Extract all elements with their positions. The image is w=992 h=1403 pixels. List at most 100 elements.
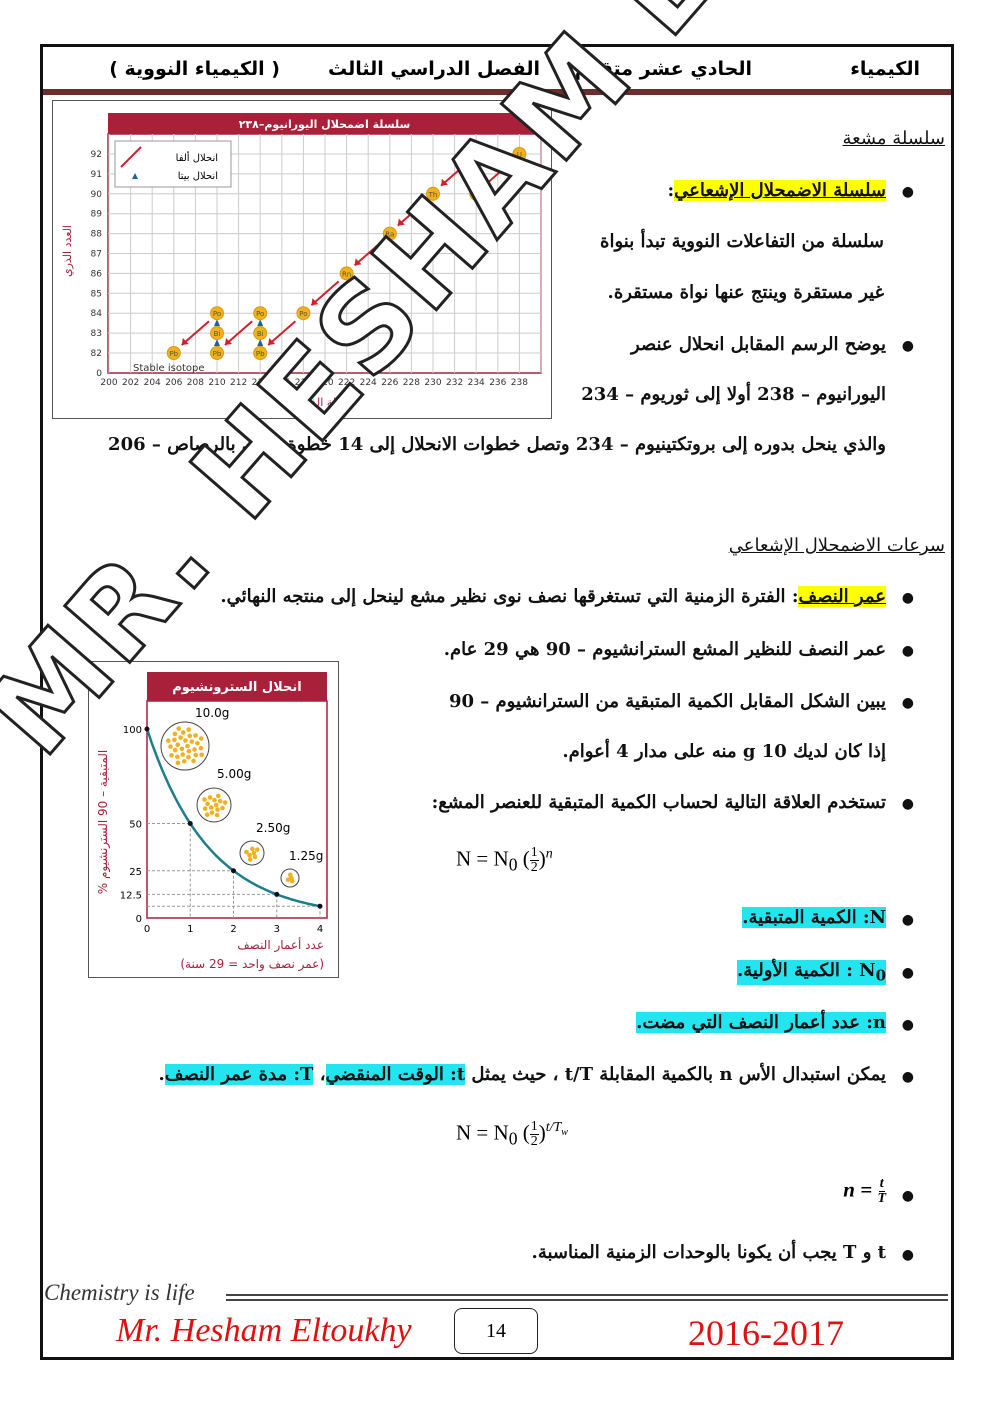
halflife-term: عمر النصف	[798, 586, 886, 607]
nucleus-dot	[172, 737, 177, 743]
x-tick-label: 208	[187, 378, 204, 388]
chart-title: انحلال السترونشيوم	[172, 680, 302, 695]
nucleus-dot	[250, 846, 255, 852]
x-axis-label: عدد أعمار النصف	[237, 937, 324, 953]
text-line: غير مستقرة وينتج عنها نواة مستقرة.	[607, 282, 884, 303]
y-tick-label: 82	[91, 349, 102, 359]
text-line: اليورانيوم – 238 أولا إلى ثوريوم – 234	[581, 384, 886, 405]
data-point	[144, 726, 150, 732]
nucleus-dot	[193, 733, 198, 738]
y-tick-label: 25	[129, 867, 142, 878]
nucleus-label: Pa	[472, 171, 480, 179]
data-point	[187, 821, 193, 826]
x-tick-label: 204	[144, 378, 161, 388]
nucleus-dot	[202, 797, 207, 802]
text-line: يبين الشكل المقابل الكمية المتبقية من ال…	[448, 691, 886, 712]
nucleus-dot	[254, 847, 260, 852]
nucleus-dot	[172, 731, 178, 737]
alpha-arrowhead	[354, 258, 362, 266]
x-tick-label: 206	[165, 378, 182, 388]
x-tick-label: 216	[273, 378, 290, 388]
beta-decay-triangle	[473, 159, 480, 167]
bullet: ●	[901, 338, 914, 354]
nucleus-po-214	[253, 306, 268, 321]
footer-line	[226, 1294, 948, 1296]
y-axis-label: العدد الذري	[61, 225, 74, 277]
nucleus-dot	[179, 746, 185, 752]
nucleus-dot	[180, 730, 186, 735]
x-tick-label: 226	[381, 378, 398, 388]
halflife-definition: عمر النصف: الفترة الزمنية التي تستغرقها …	[220, 586, 886, 607]
data-point	[274, 891, 280, 897]
y-tick-label: 90	[91, 190, 103, 200]
nucleus-u-234	[469, 147, 484, 161]
x-tick-label: 228	[403, 378, 420, 388]
term-colon: :	[667, 180, 675, 201]
data-point	[231, 868, 236, 874]
annotation-stable-isotope: Stable isotope	[133, 363, 205, 374]
text-line: عمر النصف للنظير المشع السترانشيوم – 90 …	[443, 639, 886, 660]
denominator: T	[877, 1191, 886, 1206]
nucleus-dot	[176, 726, 182, 731]
nucleus-label: Bi	[214, 330, 221, 338]
def-n: n: عدد أعمار النصف التي مضت.	[636, 1012, 886, 1033]
end: .	[158, 1064, 165, 1085]
nucleus-label: Pb	[256, 350, 265, 358]
x-tick-label: 236	[489, 378, 506, 388]
legend-box	[114, 140, 232, 188]
bullet: ●	[901, 590, 914, 606]
sample-mass-label: 5.00g	[217, 767, 251, 781]
nucleus-dot	[175, 754, 180, 760]
def-T: T: مدة عمر النصف	[164, 1064, 314, 1085]
nucleus-label: Po	[256, 310, 264, 318]
sep: ،	[313, 1064, 326, 1085]
x-tick-label: 234	[468, 378, 485, 388]
numerator: 1	[529, 845, 539, 861]
nucleus-label: Ra	[385, 231, 394, 239]
x-tick-label: 218	[295, 378, 312, 388]
nucleus-dot	[175, 760, 181, 766]
alpha-arrowhead	[268, 338, 276, 345]
sample-mass-label: 2.50g	[256, 821, 290, 835]
nucleus-dot	[168, 744, 173, 749]
formula-lhs: N = N	[456, 1120, 509, 1145]
nucleus-dot	[172, 747, 178, 753]
page-number: 14	[454, 1308, 538, 1354]
header-unit: ( الكيمياء النووية )	[109, 58, 280, 80]
alpha-arrowhead	[441, 178, 448, 186]
alpha-arrowhead	[311, 298, 319, 306]
exponent-sub: w	[561, 1127, 568, 1139]
nucleus-dot	[166, 738, 171, 743]
nucleus-dot	[189, 739, 195, 744]
x-tick-label: 212	[230, 378, 247, 388]
nucleus-dot	[187, 733, 193, 739]
nucleus-th-230	[426, 186, 440, 201]
nucleus-pa-234	[469, 166, 484, 181]
text-line: يوضح الرسم المقابل انحلال عنصر	[630, 334, 886, 355]
footer-year: 2016-2017	[688, 1313, 844, 1353]
decay-series-term: سلسلة الاضمحلال الإشعاعي:	[667, 180, 886, 201]
uranium-decay-chart: سلسلة اضمحلال اليورانيوم–٢٣٨ 200 202 204 206…	[52, 100, 552, 419]
nucleus-dot	[192, 747, 197, 752]
legend-alpha-arrow	[120, 146, 142, 168]
nucleus-dot	[191, 758, 196, 764]
formula-decay-n: N = N0 (1 2)n	[456, 845, 553, 875]
x-tick-label: 3	[274, 924, 280, 935]
alpha-arrowhead	[181, 338, 189, 345]
data-point	[317, 903, 323, 909]
x-tick-label: 222	[338, 378, 355, 388]
legend-beta-triangle	[132, 173, 138, 179]
nucleus-label: Po	[213, 310, 221, 318]
alpha-arrowhead	[484, 178, 492, 186]
nucleus-dot	[208, 805, 214, 810]
section-heading-radioactive-series: سلسلة مشعة	[842, 128, 945, 149]
nucleus-po-218	[296, 306, 311, 321]
nucleus-bi-214	[253, 326, 268, 341]
alpha-decay-arrow	[181, 320, 210, 346]
nucleus-rn-222	[339, 266, 354, 281]
nucleus-dot	[213, 802, 219, 808]
x-tick-label: 0	[144, 924, 150, 935]
nucleus-dot	[247, 857, 253, 862]
header-grade: الحادي عشر متقدم	[574, 58, 752, 80]
